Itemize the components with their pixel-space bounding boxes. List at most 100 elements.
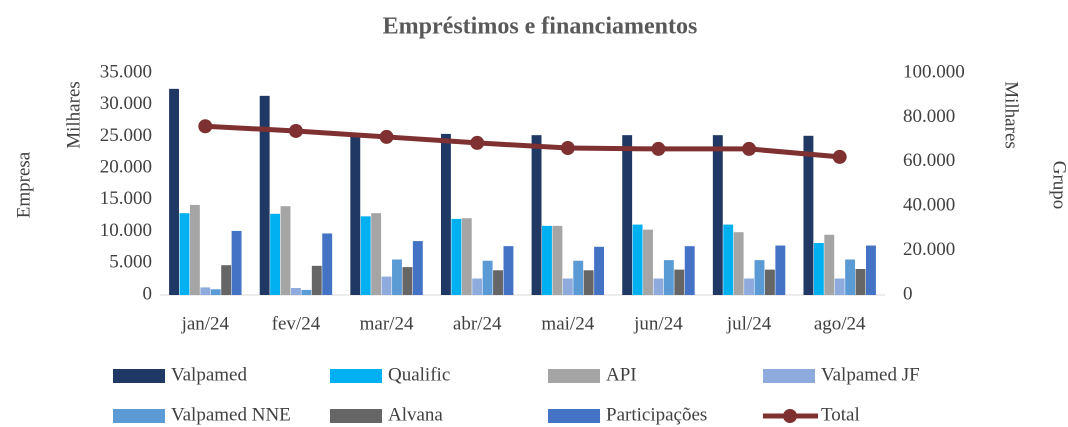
- legend-label: Valpamed JF: [821, 364, 920, 385]
- bar: [712, 135, 723, 295]
- legend-label: Valpamed NNE: [171, 404, 291, 425]
- bar: [803, 135, 814, 295]
- y-tick-label: 25.000: [100, 125, 152, 146]
- legend-label: Alvana: [388, 404, 443, 425]
- bar: [754, 260, 765, 295]
- legend-swatch: [113, 409, 165, 423]
- line-marker: [379, 129, 394, 144]
- legend-label: API: [606, 364, 637, 385]
- bar: [440, 133, 451, 295]
- y2-tick-label: 40.000: [903, 195, 955, 216]
- bar: [493, 270, 503, 295]
- y2-tick-label: 80.000: [903, 106, 955, 127]
- bar: [270, 213, 281, 295]
- legend-marker: [783, 409, 797, 423]
- bar: [824, 234, 835, 295]
- bar: [482, 260, 493, 295]
- bar: [311, 265, 322, 295]
- bar: [179, 213, 190, 295]
- y-tick-label: 20.000: [100, 157, 152, 178]
- bar: [552, 225, 563, 295]
- bar: [643, 229, 653, 295]
- y2-axis-unit: Milhares: [1001, 81, 1022, 149]
- bar: [322, 233, 333, 295]
- bar: [594, 246, 605, 295]
- x-tick-label: jul/24: [726, 313, 772, 334]
- bar: [744, 278, 755, 295]
- bar: [461, 218, 472, 295]
- line-marker: [470, 135, 485, 150]
- bar: [189, 204, 200, 295]
- bar: [632, 224, 643, 295]
- bar: [350, 134, 361, 295]
- line-marker: [560, 141, 575, 156]
- line-marker: [288, 123, 303, 138]
- legend-swatch: [113, 369, 165, 383]
- bar: [845, 259, 856, 295]
- bar: [542, 225, 552, 295]
- bar: [813, 242, 824, 295]
- bar: [622, 135, 633, 295]
- bar: [371, 213, 382, 295]
- x-tick-label: abr/24: [453, 313, 502, 334]
- bar: [231, 230, 242, 295]
- x-tick-label: mai/24: [541, 313, 594, 334]
- legend-swatch: [548, 369, 600, 383]
- chart-title: Empréstimos e financiamentos: [383, 14, 698, 40]
- y2-tick-label: 60.000: [903, 150, 955, 171]
- bar: [290, 288, 301, 295]
- y2-tick-label: 0: [903, 283, 913, 304]
- bar: [855, 268, 866, 295]
- bar: [472, 278, 483, 295]
- y2-tick-label: 100.000: [903, 61, 965, 82]
- bar: [169, 88, 179, 295]
- y-axis-unit: Milhares: [63, 81, 84, 149]
- y-tick-label: 35.000: [100, 61, 152, 82]
- y-tick-label: 30.000: [100, 93, 152, 114]
- bar: [210, 289, 221, 295]
- bar: [451, 218, 462, 295]
- bar: [663, 260, 674, 295]
- bar: [402, 267, 413, 295]
- bar: [834, 278, 845, 295]
- bar: [381, 276, 392, 295]
- bar: [723, 224, 734, 295]
- y-tick-label: 10.000: [100, 220, 152, 241]
- x-tick-label: mar/24: [360, 313, 414, 334]
- line-marker: [832, 149, 847, 164]
- y2-axis-label: Grupo: [1049, 161, 1068, 210]
- legend-swatch: [330, 409, 382, 423]
- bar: [503, 246, 514, 295]
- bar: [531, 135, 542, 295]
- legend-label: Valpamed: [171, 364, 247, 385]
- legend-swatch: [548, 409, 600, 423]
- y-axis-label: Empresa: [13, 151, 34, 218]
- bar: [221, 265, 232, 295]
- bar: [733, 232, 744, 295]
- x-tick-label: fev/24: [272, 313, 321, 334]
- bar: [583, 270, 594, 295]
- legend-label: Total: [821, 404, 860, 425]
- bar: [653, 278, 664, 295]
- bar: [573, 260, 584, 295]
- y-tick-label: 5.000: [109, 252, 152, 273]
- line-marker: [651, 141, 666, 156]
- x-tick-label: jun/24: [633, 313, 683, 334]
- bar: [200, 287, 211, 295]
- bar: [259, 95, 270, 295]
- y-tick-label: 0: [143, 283, 153, 304]
- legend-label: Participações: [606, 404, 707, 425]
- bar: [562, 278, 573, 295]
- legend-swatch: [330, 369, 382, 383]
- bar: [775, 245, 786, 295]
- bar: [301, 289, 312, 295]
- legend-swatch: [763, 369, 815, 383]
- bar: [412, 241, 423, 295]
- x-tick-label: ago/24: [814, 313, 866, 334]
- x-tick-label: jan/24: [181, 313, 230, 334]
- bar: [392, 259, 402, 295]
- bar: [866, 245, 876, 295]
- line-marker: [742, 141, 757, 156]
- y-tick-label: 15.000: [100, 188, 152, 209]
